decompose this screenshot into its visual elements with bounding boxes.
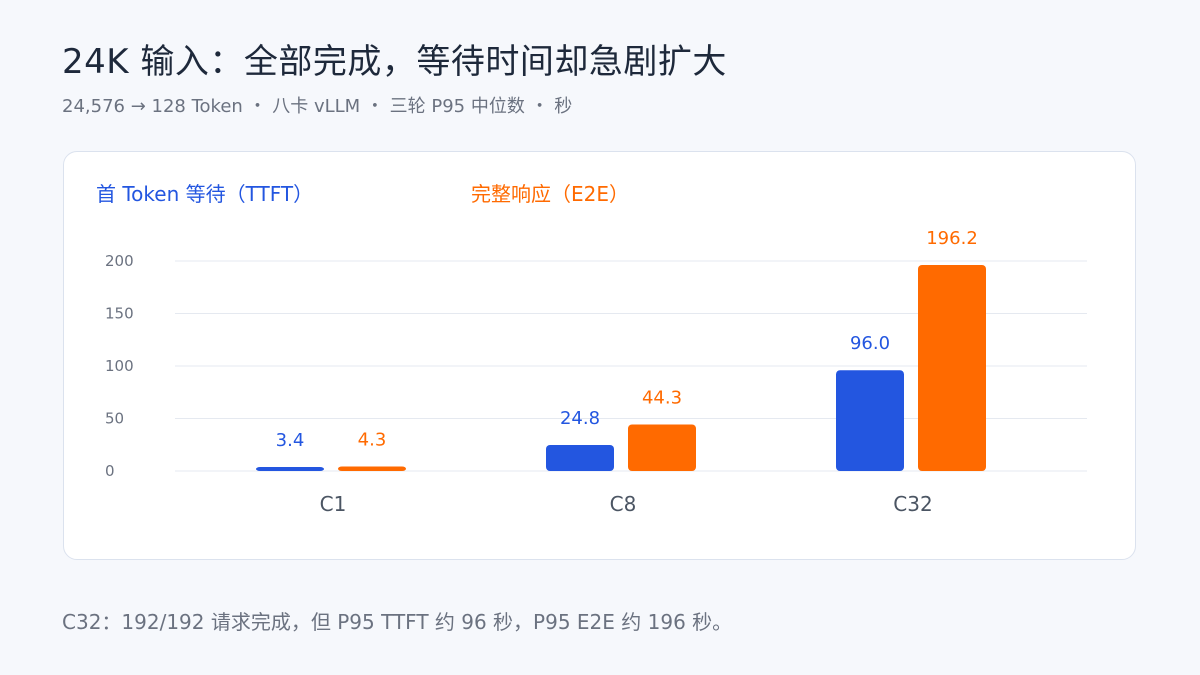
x-tick-label: C8 <box>610 492 637 516</box>
value-label-ttft: 96.0 <box>850 333 890 354</box>
y-tick-label: 200 <box>105 252 134 270</box>
value-label-e2e: 44.3 <box>642 387 682 408</box>
y-tick-label: 0 <box>105 462 115 480</box>
bar-e2e <box>628 424 696 471</box>
value-label-ttft: 24.8 <box>560 408 600 429</box>
value-label-e2e: 4.3 <box>358 429 387 450</box>
value-label-ttft: 3.4 <box>276 430 305 451</box>
value-label-e2e: 196.2 <box>926 228 978 249</box>
footnote: C32：192/192 请求完成，但 P95 TTFT 约 96 秒，P95 E… <box>62 610 733 634</box>
legend-ttft: 首 Token 等待（TTFT） <box>96 182 314 206</box>
bar-e2e <box>338 466 406 471</box>
bar-ttft <box>546 444 614 471</box>
page-subtitle: 24,576 → 128 Token ・ 八卡 vLLM ・ 三轮 P95 中位… <box>62 96 573 117</box>
x-tick-label: C32 <box>893 492 932 516</box>
legend-e2e: 完整响应（E2E） <box>471 182 629 206</box>
page-title: 24K 输入：全部完成，等待时间却急剧扩大 <box>62 42 727 82</box>
bar-ttft <box>256 467 324 471</box>
y-tick-label: 150 <box>105 305 134 323</box>
y-tick-label: 50 <box>105 410 124 428</box>
y-tick-label: 100 <box>105 357 134 375</box>
bar-ttft <box>836 370 904 471</box>
bar-e2e <box>918 264 986 471</box>
x-tick-label: C1 <box>320 492 347 516</box>
